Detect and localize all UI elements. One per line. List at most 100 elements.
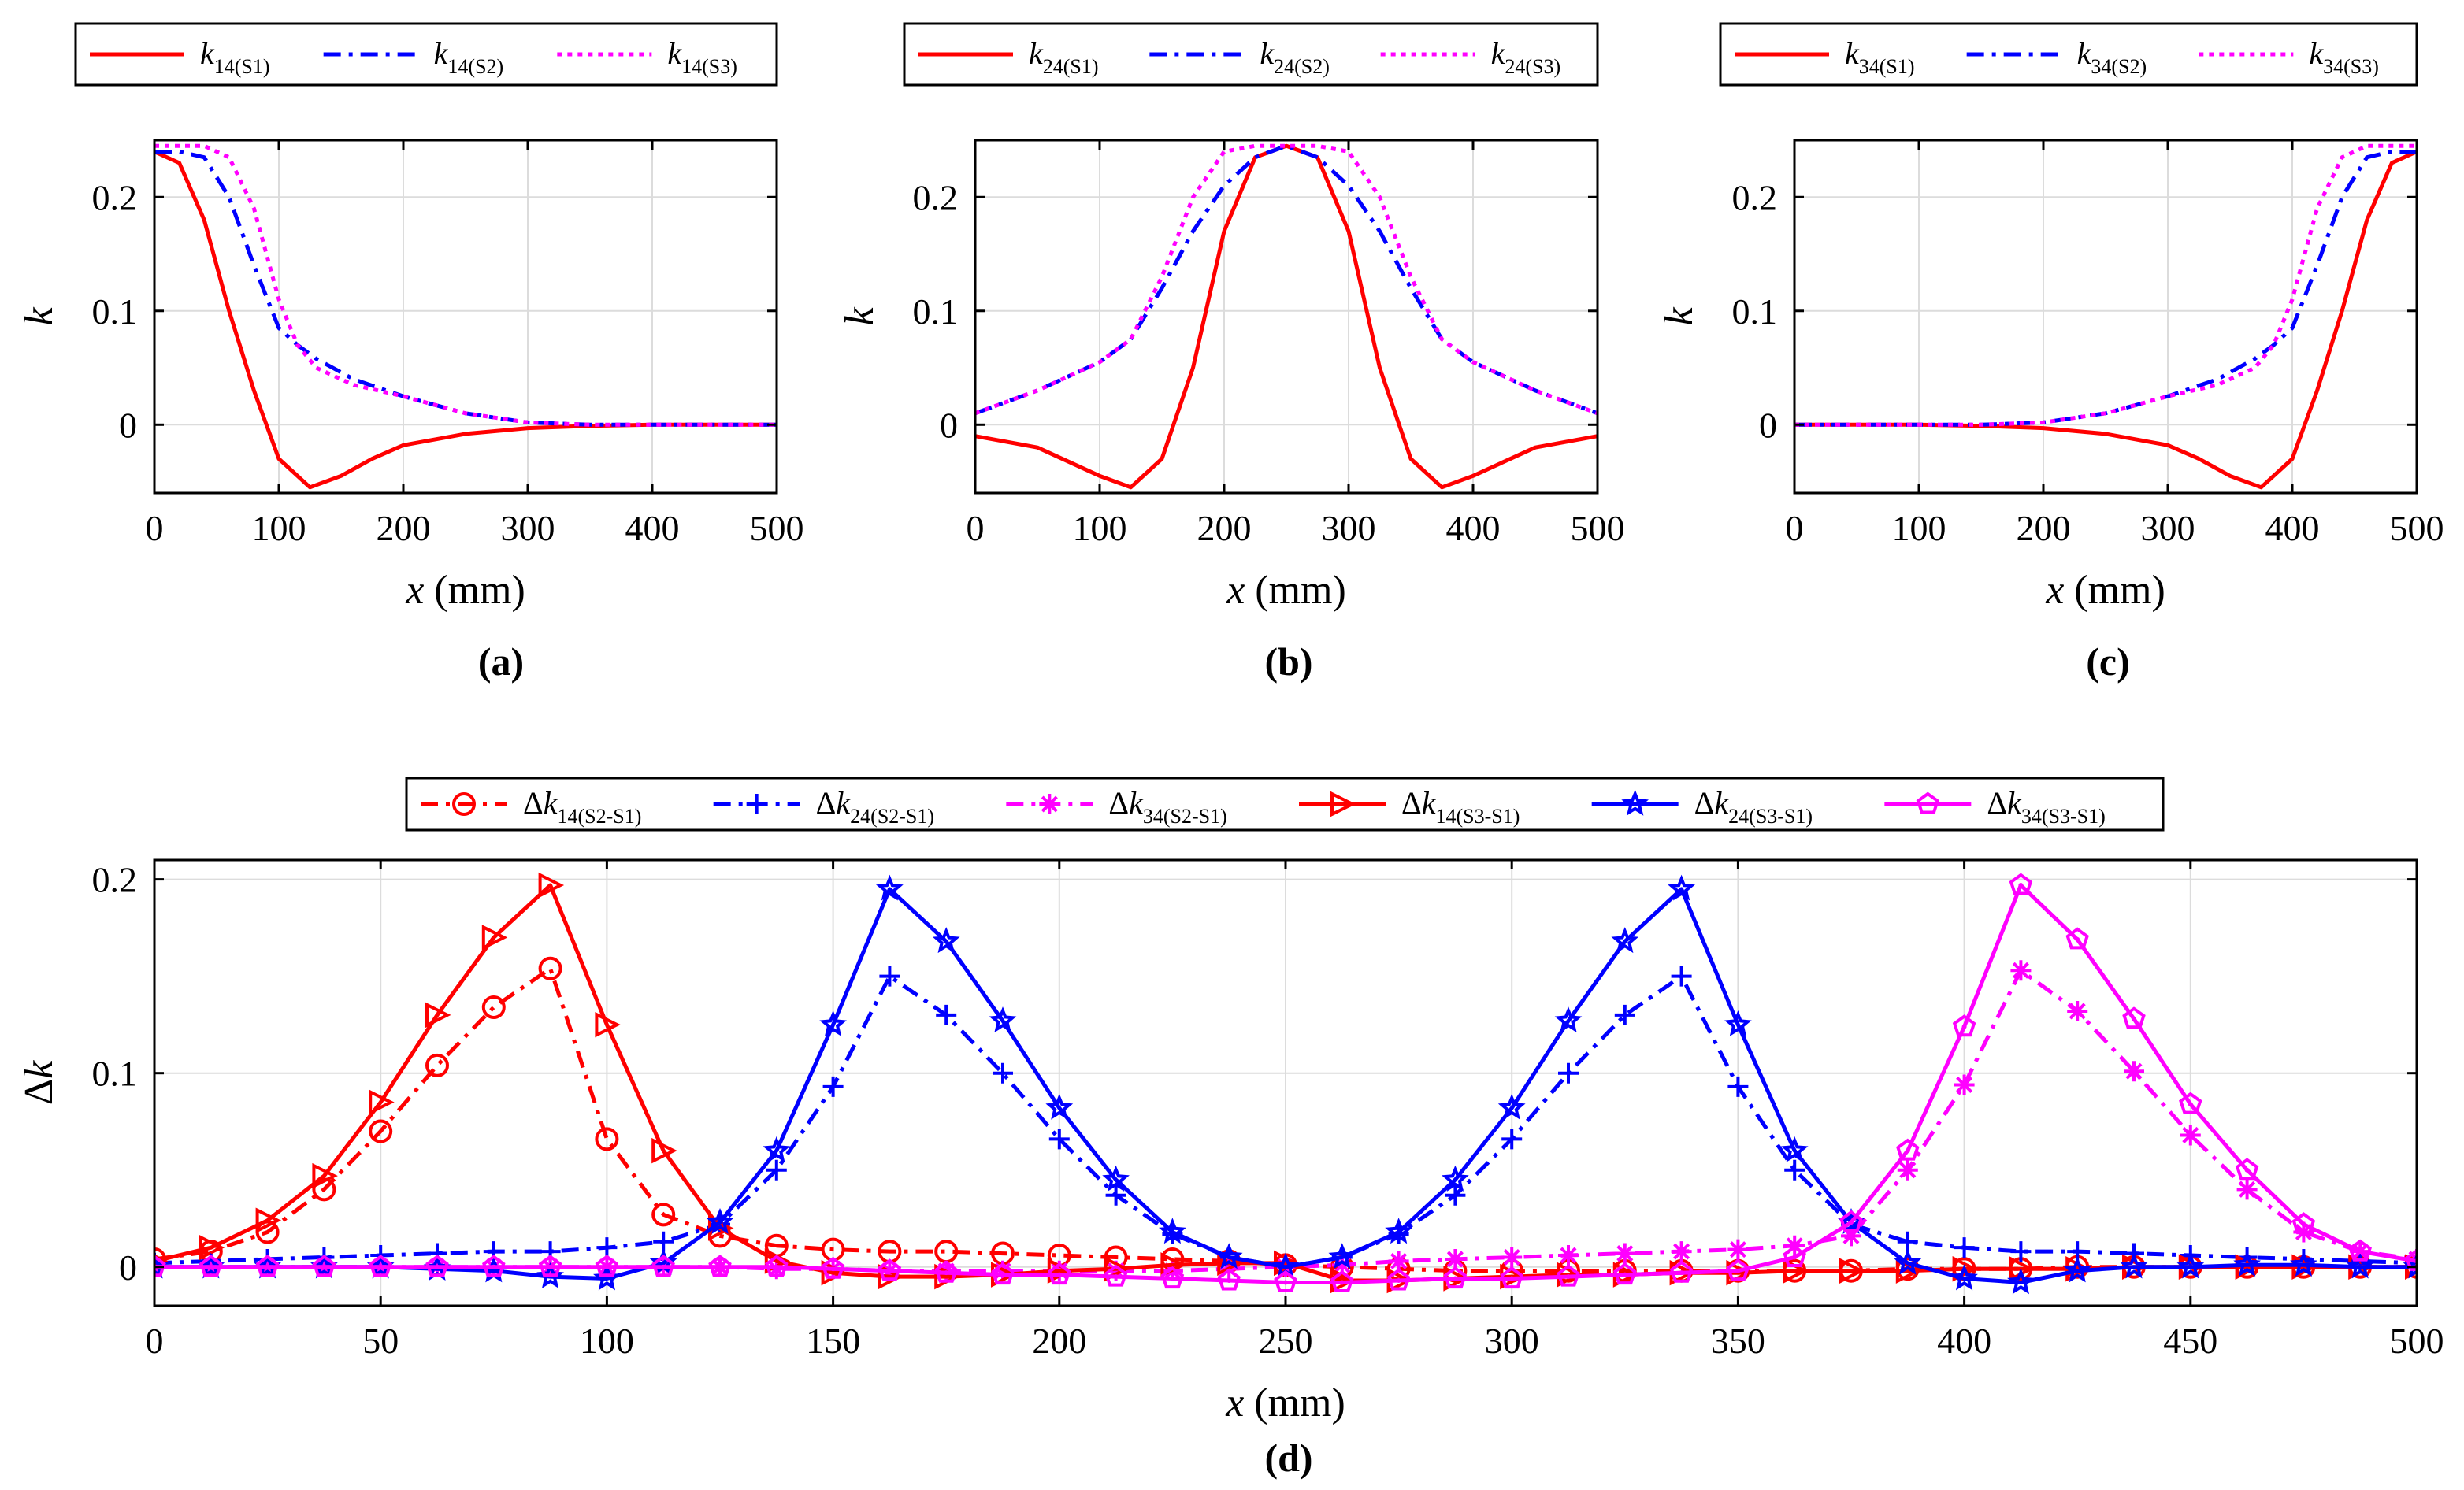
data-point-34(S3-S1) [821, 1256, 845, 1279]
series-line-14(S3) [154, 143, 777, 427]
data-point-24(S2-S1) [1614, 1004, 1635, 1025]
data-point-34(S2-S1) [1671, 1241, 1692, 1262]
y-tick-label: 0.1 [913, 291, 959, 332]
data-point-34(S3-S1) [1557, 1264, 1580, 1287]
data-point-24(S2-S1) [1954, 1237, 1975, 1258]
data-point-34(S3-S1) [934, 1260, 958, 1283]
data-point-24(S3-S1) [1724, 1010, 1752, 1036]
data-point-34(S3-S1) [2235, 1158, 2259, 1181]
series-group [154, 872, 2417, 1295]
x-tick-label: 300 [2141, 508, 2195, 548]
axes-frame [1793, 139, 2418, 495]
data-point-24(S3-S1) [1668, 874, 1695, 901]
data-point-14(S2-S1) [312, 1177, 336, 1202]
legend-marker-24(S2-S1) [746, 794, 767, 814]
x-tick-label: 400 [1937, 1321, 1991, 1361]
panel-b-chart: k24(S1) k24(S2) k24(S3) 0 100 200 300 400 50000… [837, 22, 1625, 684]
series-line-14(S2) [154, 150, 777, 427]
data-point-24(S3-S1) [1950, 1264, 1978, 1291]
data-point-24(S3-S1) [2290, 1251, 2317, 1277]
data-point-34(S3-S1) [1274, 1270, 1297, 1292]
legend-label-14(S1): k14(S1) [200, 35, 270, 78]
data-point-34(S3-S1)-dot [1283, 1280, 1288, 1285]
data-point-24(S3-S1) [989, 1006, 1017, 1033]
data-point-14(S2-S1) [369, 1119, 393, 1143]
data-point-34(S3-S1) [2291, 1212, 2316, 1235]
x-tick-label: 200 [1197, 508, 1252, 548]
data-point-34(S3-S1)-dot [1056, 1272, 1062, 1277]
data-point-34(S3-S1) [2065, 927, 2089, 950]
data-point-34(S2-S1) [2124, 1061, 2144, 1082]
legend-label-14(S2-S1): Δk14(S2-S1) [523, 785, 641, 828]
data-point-34(S3-S1) [425, 1255, 449, 1277]
data-point-24(S3-S1) [2176, 1252, 2205, 1279]
x-tick-label: 400 [2265, 508, 2320, 548]
legend-label-24(S3-S1): Δk24(S3-S1) [1694, 785, 1813, 828]
data-point-34(S3-S1)-dot [2132, 1016, 2136, 1021]
y-tick-label: 0.2 [1732, 177, 1778, 217]
data-point-34(S3-S1) [1160, 1266, 1185, 1289]
panel-c-chart: k34(S1) k34(S2) k34(S3) 0 100 200 300 400 50000… [1657, 22, 2444, 684]
legend-d: Δk14(S2-S1) Δk24(S2-S1) Δk34(S2-S1) Δk14(S3… [405, 777, 2165, 832]
data-point-34(S3-S1) [369, 1255, 392, 1277]
legend-label-14(S2): k14(S2) [434, 35, 504, 78]
legend-box [405, 777, 2165, 832]
plot-background [154, 140, 777, 493]
x-tick-label: 50 [362, 1321, 399, 1361]
data-point-34(S3-S1)-dot [547, 1264, 553, 1269]
legend-marker-34(S3-S1)-dot [1925, 802, 1931, 806]
data-point-34(S2-S1) [1727, 1239, 1749, 1260]
data-point-34(S3-S1)-dot [1339, 1280, 1345, 1285]
data-point-34(S3-S1) [651, 1255, 675, 1277]
data-point-34(S3-S1)-dot [774, 1264, 779, 1269]
panel-label-c: (c) [2086, 639, 2130, 684]
data-point-34(S3-S1) [1443, 1266, 1468, 1289]
data-point-14(S3-S1) [255, 1207, 282, 1233]
data-point-14(S3-S1) [595, 1011, 621, 1038]
series-group [154, 143, 777, 490]
y-axis-label: k [17, 307, 61, 326]
data-point-34(S3-S1)-dot [2358, 1249, 2363, 1255]
y-tick-label: 0 [119, 405, 137, 445]
data-point-34(S2-S1) [2067, 1000, 2088, 1021]
data-point-34(S2-S1) [1388, 1251, 1409, 1272]
legend-label-34(S2-S1): Δk34(S2-S1) [1108, 785, 1226, 828]
panel-d-chart: Δk14(S2-S1) Δk24(S2-S1) Δk34(S2-S1) Δk14(S3… [17, 777, 2444, 1480]
y-tick-label: 0.2 [913, 177, 959, 217]
data-point-34(S2-S1) [2180, 1125, 2201, 1146]
x-tick-label: 500 [2390, 508, 2444, 548]
x-tick-label: 300 [1485, 1321, 1539, 1361]
data-point-14(S3-S1) [1952, 1256, 1979, 1282]
data-point-24(S3-S1) [1385, 1218, 1412, 1244]
data-point-34(S2-S1) [1558, 1245, 1579, 1266]
y-axis-label: k [1657, 307, 1701, 326]
data-point-24(S2-S1) [1727, 1076, 1749, 1097]
legend-c: k34(S1) k34(S2) k34(S3) [1719, 22, 2418, 87]
series-line-24(S1) [975, 143, 1598, 490]
data-point-34(S3-S1)-dot [1000, 1272, 1005, 1277]
data-point-34(S3-S1)-dot [718, 1264, 722, 1269]
data-point-24(S2-S1) [1671, 966, 1692, 987]
data-point-34(S3-S1) [199, 1255, 223, 1277]
data-point-34(S2-S1) [1614, 1243, 1635, 1264]
data-point-14(S3-S1) [312, 1162, 338, 1189]
data-point-34(S3-S1) [1839, 1210, 1863, 1232]
data-point-34(S3-S1)-dot [661, 1264, 666, 1269]
legend-label-14(S3-S1): Δk14(S3-S1) [1401, 785, 1520, 828]
data-point-34(S3-S1)-dot [265, 1264, 270, 1269]
legend-label-34(S1): k34(S1) [1845, 35, 1915, 78]
data-point-34(S3-S1)-dot [1113, 1274, 1119, 1280]
x-tick-label: 100 [252, 508, 306, 548]
data-point-34(S2-S1) [1841, 1225, 1861, 1247]
data-point-34(S3-S1) [1896, 1138, 1920, 1161]
y-tick-label: 0.2 [92, 177, 138, 217]
data-point-34(S3-S1) [255, 1255, 280, 1277]
y-tick-label: 0 [119, 1247, 137, 1288]
x-tick-label: 0 [146, 1321, 164, 1361]
data-point-14(S3-S1) [538, 872, 565, 899]
data-point-14(S3-S1) [1895, 1258, 1922, 1284]
x-tick-label: 350 [1711, 1321, 1765, 1361]
data-point-24(S2-S1) [653, 1231, 674, 1252]
data-point-34(S2-S1) [2236, 1179, 2258, 1200]
x-axis-label: x (mm) [1225, 1381, 1345, 1425]
